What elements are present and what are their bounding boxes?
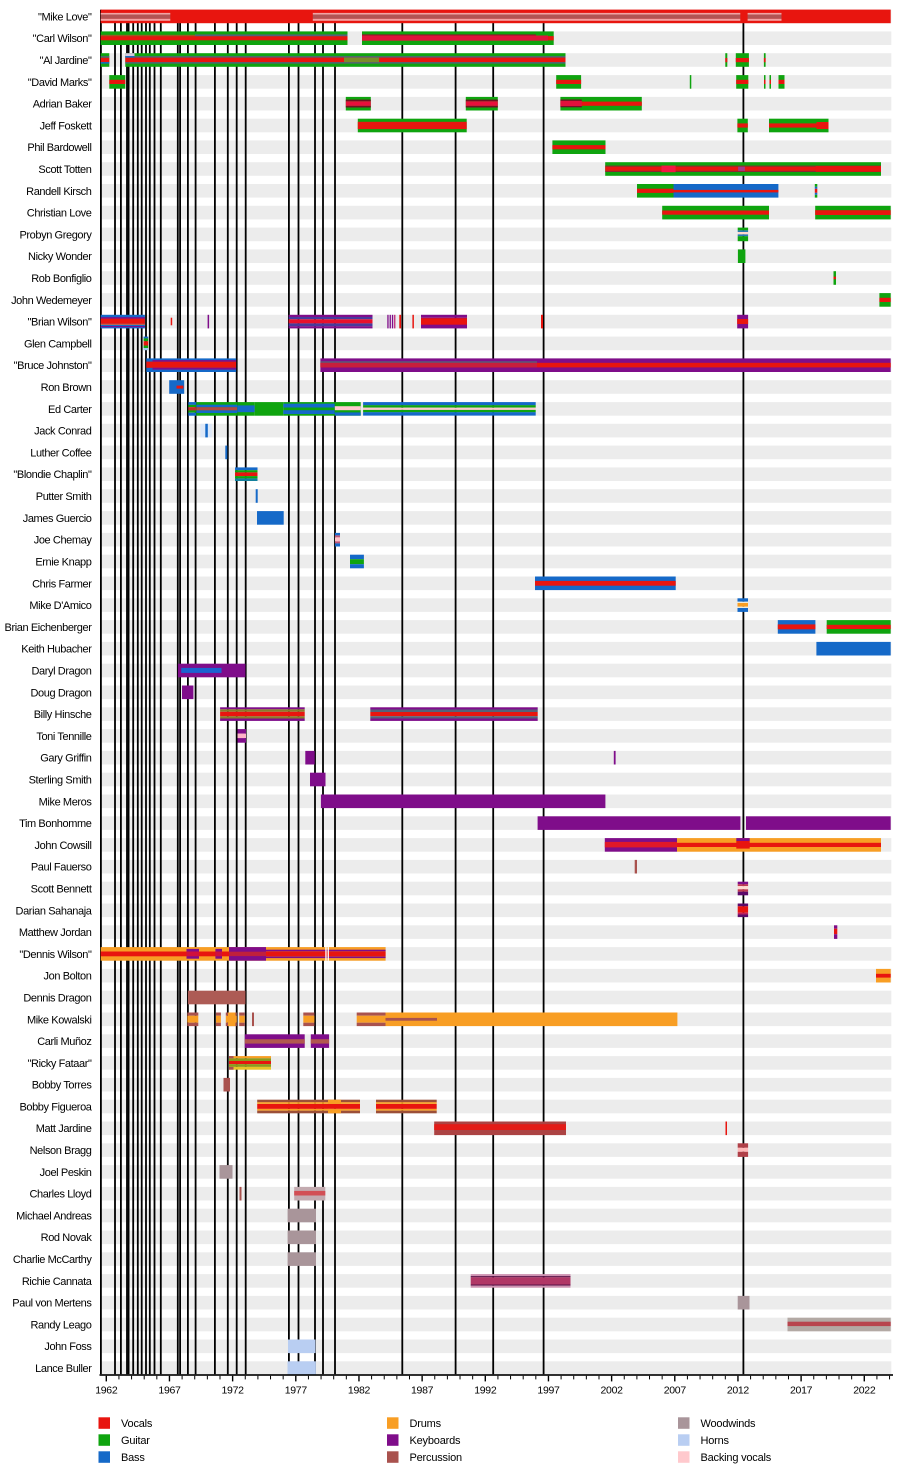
svg-text:"Brian Wilson": "Brian Wilson" xyxy=(28,317,92,329)
svg-text:Toni Tennille: Toni Tennille xyxy=(36,731,91,743)
svg-text:Paul Fauerso: Paul Fauerso xyxy=(31,862,92,874)
svg-text:Horns: Horns xyxy=(701,1435,730,1447)
svg-text:Mike D'Amico: Mike D'Amico xyxy=(29,600,91,612)
svg-text:Scott Bennett: Scott Bennett xyxy=(31,884,92,896)
svg-text:Mike Meros: Mike Meros xyxy=(39,796,93,808)
svg-text:Jon Bolton: Jon Bolton xyxy=(44,971,92,983)
svg-text:Ed Carter: Ed Carter xyxy=(48,404,92,416)
svg-text:Gary Griffin: Gary Griffin xyxy=(40,753,92,765)
svg-text:Bobby Figueroa: Bobby Figueroa xyxy=(19,1102,92,1114)
svg-text:Paul von Mertens: Paul von Mertens xyxy=(12,1298,92,1310)
svg-text:Luther Coffee: Luther Coffee xyxy=(30,447,92,459)
svg-text:1972: 1972 xyxy=(222,1385,245,1397)
svg-text:Mike Kowalski: Mike Kowalski xyxy=(27,1014,92,1026)
svg-text:Keyboards: Keyboards xyxy=(410,1435,461,1447)
svg-text:2012: 2012 xyxy=(727,1385,750,1397)
svg-text:Phil Bardowell: Phil Bardowell xyxy=(27,142,91,154)
svg-text:Billy Hinsche: Billy Hinsche xyxy=(34,709,92,721)
svg-text:Jack Conrad: Jack Conrad xyxy=(34,426,92,438)
svg-text:Bass: Bass xyxy=(121,1452,145,1464)
svg-text:Joe Chemay: Joe Chemay xyxy=(34,535,93,547)
svg-text:"Al Jardine": "Al Jardine" xyxy=(40,55,92,67)
svg-text:Tim Bonhomme: Tim Bonhomme xyxy=(19,818,92,830)
svg-text:Nelson Bragg: Nelson Bragg xyxy=(30,1145,92,1157)
svg-text:1967: 1967 xyxy=(158,1385,181,1397)
svg-text:Joel Peskin: Joel Peskin xyxy=(40,1167,92,1179)
svg-text:Lance Buller: Lance Buller xyxy=(35,1363,92,1375)
svg-text:2017: 2017 xyxy=(790,1385,813,1397)
svg-text:Percussion: Percussion xyxy=(410,1452,462,1464)
svg-text:Matt Jardine: Matt Jardine xyxy=(36,1123,92,1135)
svg-text:Richie Cannata: Richie Cannata xyxy=(22,1276,93,1288)
svg-text:Backing vocals: Backing vocals xyxy=(701,1452,772,1464)
svg-text:Chris Farmer: Chris Farmer xyxy=(32,578,92,590)
svg-text:Putter Smith: Putter Smith xyxy=(36,491,92,503)
svg-text:John Wedemeyer: John Wedemeyer xyxy=(11,295,92,307)
svg-text:Ron Brown: Ron Brown xyxy=(41,382,92,394)
svg-text:1987: 1987 xyxy=(411,1385,434,1397)
svg-text:"Ricky Fataar": "Ricky Fataar" xyxy=(28,1058,92,1070)
svg-text:2002: 2002 xyxy=(601,1385,624,1397)
svg-text:"David Marks": "David Marks" xyxy=(28,77,92,89)
svg-text:Carli Muñoz: Carli Muñoz xyxy=(37,1036,91,1048)
svg-text:Darian Sahanaja: Darian Sahanaja xyxy=(16,905,93,917)
svg-text:"Carl Wilson": "Carl Wilson" xyxy=(33,33,92,45)
svg-text:Nicky Wonder: Nicky Wonder xyxy=(28,251,92,263)
svg-text:Rod Novak: Rod Novak xyxy=(41,1232,93,1244)
svg-text:Bobby Torres: Bobby Torres xyxy=(32,1080,93,1092)
svg-text:Keith Hubacher: Keith Hubacher xyxy=(21,644,92,656)
svg-text:John Cowsill: John Cowsill xyxy=(35,840,92,852)
svg-text:1977: 1977 xyxy=(285,1385,308,1397)
svg-text:Woodwinds: Woodwinds xyxy=(701,1418,757,1430)
svg-text:1997: 1997 xyxy=(537,1385,560,1397)
svg-text:Christian Love: Christian Love xyxy=(27,208,92,220)
svg-text:Charles Lloyd: Charles Lloyd xyxy=(29,1189,91,1201)
svg-text:Dennis Dragon: Dennis Dragon xyxy=(23,993,91,1005)
svg-text:John Foss: John Foss xyxy=(44,1341,92,1353)
svg-text:Brian Eichenberger: Brian Eichenberger xyxy=(5,622,93,634)
svg-text:"Blondie Chaplin": "Blondie Chaplin" xyxy=(13,469,92,481)
svg-text:Probyn Gregory: Probyn Gregory xyxy=(19,229,92,241)
svg-text:"Mike Love": "Mike Love" xyxy=(38,11,92,23)
svg-text:Doug Dragon: Doug Dragon xyxy=(30,687,91,699)
svg-text:Guitar: Guitar xyxy=(121,1435,150,1447)
svg-text:Michael Andreas: Michael Andreas xyxy=(16,1211,92,1223)
svg-text:Drums: Drums xyxy=(410,1418,442,1430)
svg-text:Glen Campbell: Glen Campbell xyxy=(24,338,92,350)
svg-text:Matthew Jordan: Matthew Jordan xyxy=(19,927,92,939)
svg-text:James Guercio: James Guercio xyxy=(23,513,92,525)
svg-text:1982: 1982 xyxy=(348,1385,371,1397)
svg-text:Sterling Smith: Sterling Smith xyxy=(29,775,92,787)
svg-text:1992: 1992 xyxy=(474,1385,497,1397)
svg-text:Randell Kirsch: Randell Kirsch xyxy=(26,186,92,198)
svg-text:2007: 2007 xyxy=(664,1385,687,1397)
svg-text:Scott Totten: Scott Totten xyxy=(38,164,91,176)
svg-text:Adrian Baker: Adrian Baker xyxy=(33,99,93,111)
svg-text:Daryl Dragon: Daryl Dragon xyxy=(31,666,91,678)
svg-text:Rob Bonfiglio: Rob Bonfiglio xyxy=(31,273,92,285)
svg-text:Charlie McCarthy: Charlie McCarthy xyxy=(13,1254,92,1266)
svg-text:2022: 2022 xyxy=(853,1385,876,1397)
svg-text:"Bruce Johnston": "Bruce Johnston" xyxy=(14,360,92,372)
svg-text:1962: 1962 xyxy=(95,1385,118,1397)
svg-text:Randy Leago: Randy Leago xyxy=(30,1320,91,1332)
svg-text:Ernie Knapp: Ernie Knapp xyxy=(35,557,91,569)
svg-text:"Dennis Wilson": "Dennis Wilson" xyxy=(19,949,92,961)
svg-text:Vocals: Vocals xyxy=(121,1418,153,1430)
svg-text:Jeff Foskett: Jeff Foskett xyxy=(40,120,92,132)
